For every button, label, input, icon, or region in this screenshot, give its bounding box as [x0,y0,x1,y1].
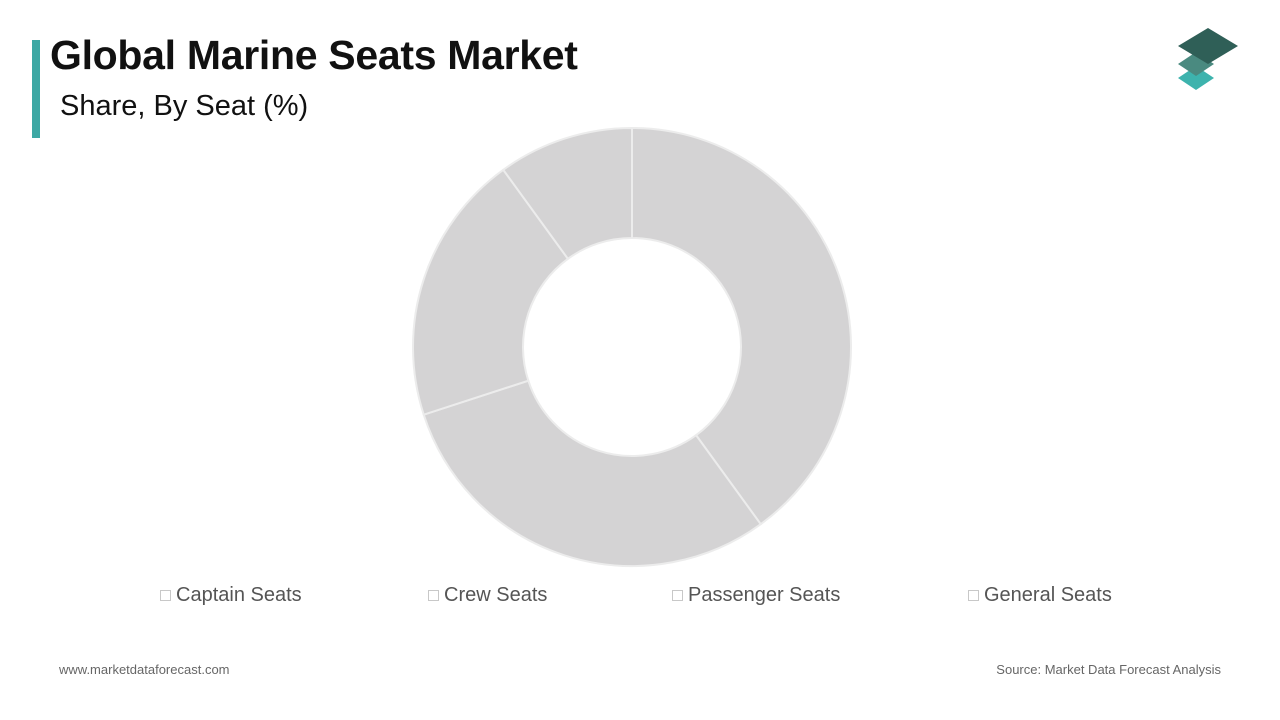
legend-label: Passenger Seats [688,583,841,606]
stacked-layers-icon [1178,28,1238,90]
source-note: Source: Market Data Forecast Analysis [996,662,1221,677]
chart-subtitle: Share, By Seat (%) [60,90,309,122]
legend-item-passenger-seats: Passenger Seats [672,583,840,607]
website-url: www.marketdataforecast.com [59,662,230,677]
legend-item-crew-seats: Crew Seats [428,583,547,607]
legend-swatch [160,589,171,601]
donut-slice-passenger-seats [412,168,570,416]
title-accent-bar [32,40,40,138]
legend-label: Captain Seats [176,583,302,606]
legend-item-general-seats: General Seats [968,583,1112,607]
page-title: Global Marine Seats Market [50,32,578,78]
legend-swatch [428,589,439,601]
legend-item-captain-seats: Captain Seats [160,583,302,607]
donut-slice-crew-seats [422,379,763,567]
legend-label: General Seats [984,583,1112,606]
logo-layer-top [1178,28,1238,64]
donut-slice-general-seats [501,126,633,261]
legend-swatch [672,589,683,601]
donut-slice-captain-seats [631,126,852,526]
legend-label: Crew Seats [444,583,548,606]
logo-layer-bottom [1178,66,1214,90]
legend-swatch [968,589,979,601]
